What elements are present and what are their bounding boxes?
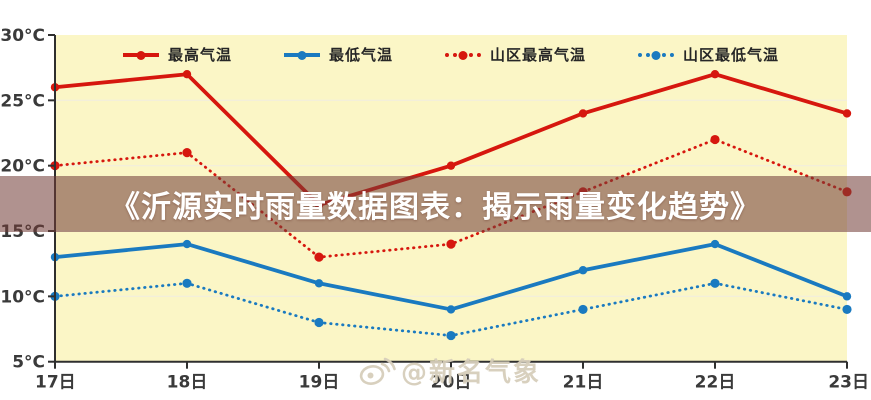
x-tick-label: 18日 <box>167 373 208 393</box>
legend-label: 最高气温 <box>167 46 232 64</box>
legend-item-max-temp: 最高气温 <box>122 44 232 65</box>
data-point <box>182 70 192 79</box>
banner-title-text: 《沂源实时雨量数据图表：揭示雨量变化趋势》 <box>110 190 761 225</box>
legend-label: 最低气温 <box>328 46 393 64</box>
legend-item-min-temp: 最低气温 <box>283 44 393 65</box>
x-tick-label: 20日 <box>431 373 472 393</box>
y-tick-label: 10°C <box>0 287 45 307</box>
y-tick-label: 5°C <box>12 353 45 373</box>
legend-label: 山区最高气温 <box>490 46 587 64</box>
data-point <box>842 109 852 118</box>
data-point <box>842 304 852 315</box>
data-point <box>842 292 852 301</box>
title-banner-overlay: 《沂源实时雨量数据图表：揭示雨量变化趋势》 <box>0 176 871 232</box>
data-point <box>446 305 456 314</box>
y-tick-label: 20°C <box>0 157 45 177</box>
legend-item-mountain-max-temp: 山区最高气温 <box>445 44 586 65</box>
data-point <box>578 266 588 275</box>
legend-item-mountain-min-temp: 山区最低气温 <box>638 44 779 65</box>
weibo-logo-icon <box>359 357 396 385</box>
y-tick-label: 30°C <box>0 26 45 46</box>
data-point <box>182 278 192 288</box>
data-point <box>578 304 588 315</box>
data-point <box>314 252 324 262</box>
legend-line-solid-blue-icon <box>283 50 320 60</box>
data-point <box>182 148 192 158</box>
data-point <box>446 239 456 249</box>
watermark-text: @新名气象 <box>401 358 542 388</box>
x-tick-label: 17日 <box>35 373 76 393</box>
legend-line-solid-red-icon <box>122 50 159 60</box>
legend-line-dotted-blue-icon <box>638 50 675 60</box>
data-point <box>578 109 588 118</box>
x-tick-label: 21日 <box>563 373 604 393</box>
data-point <box>314 317 324 328</box>
data-point <box>710 239 720 249</box>
legend-line-dotted-red-icon <box>445 50 481 60</box>
data-point <box>710 70 720 79</box>
x-tick-label: 22日 <box>695 373 736 393</box>
watermark: @新名气象 <box>358 352 541 389</box>
data-point <box>446 161 456 170</box>
x-tick-label: 19日 <box>299 373 340 393</box>
data-point <box>710 278 720 288</box>
data-point <box>446 330 456 341</box>
data-point <box>314 279 324 288</box>
chart-legend: 最高气温 最低气温 山区最高气温 山区最低气温 <box>55 44 847 65</box>
legend-label: 山区最低气温 <box>683 46 780 64</box>
x-tick-label: 23日 <box>828 373 869 393</box>
data-point <box>710 134 720 145</box>
data-point <box>182 239 192 249</box>
y-tick-label: 25°C <box>0 91 45 111</box>
